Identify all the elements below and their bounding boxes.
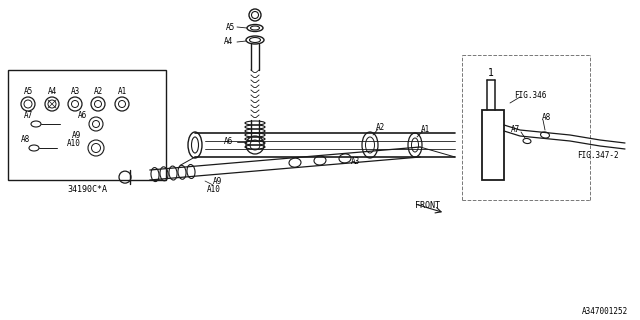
Text: A7: A7 (24, 111, 33, 121)
Text: A1: A1 (117, 86, 127, 95)
Text: A2: A2 (93, 86, 102, 95)
Text: A3: A3 (350, 157, 360, 166)
Text: A7: A7 (511, 125, 520, 134)
Text: A9: A9 (72, 132, 81, 140)
Text: A3: A3 (70, 86, 79, 95)
Text: 1: 1 (488, 68, 494, 78)
Text: A5: A5 (24, 86, 33, 95)
Text: A4: A4 (224, 37, 233, 46)
Text: FIG.346: FIG.346 (514, 91, 546, 100)
Text: A6: A6 (224, 138, 233, 147)
Text: A2: A2 (376, 123, 385, 132)
Text: A9: A9 (212, 178, 221, 187)
Text: A347001252: A347001252 (582, 308, 628, 316)
Text: FIG.347-2: FIG.347-2 (577, 150, 619, 159)
Text: 34190C*A: 34190C*A (67, 186, 107, 195)
Text: A8: A8 (20, 135, 29, 145)
Text: A4: A4 (47, 86, 56, 95)
Text: A10: A10 (67, 140, 81, 148)
Text: FRONT: FRONT (415, 201, 440, 210)
Text: A5: A5 (226, 22, 235, 31)
Text: A6: A6 (77, 111, 86, 121)
Text: A1: A1 (420, 124, 429, 133)
Text: A8: A8 (541, 113, 550, 122)
Text: A10: A10 (207, 185, 221, 194)
Bar (8, 70, 166, 180)
Bar (482, 110, 504, 180)
